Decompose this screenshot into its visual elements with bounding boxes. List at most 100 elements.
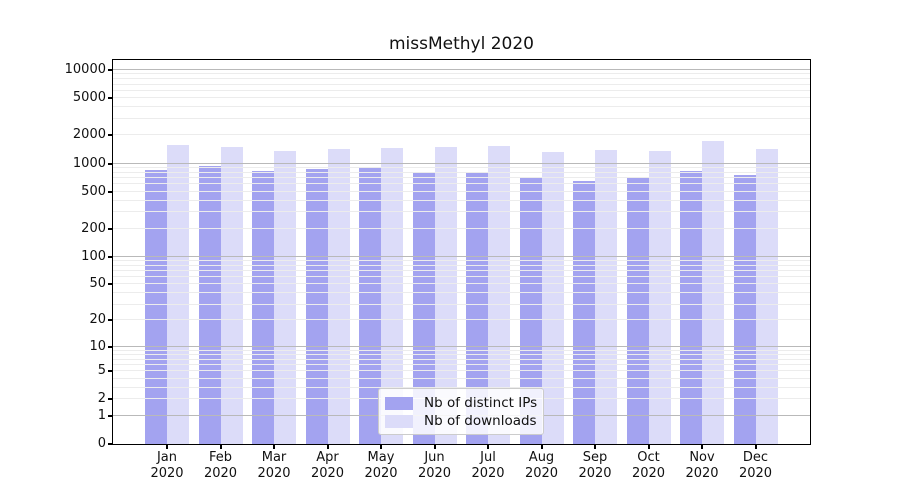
bar-downloads-jul [488, 145, 510, 444]
y-axis-tick [108, 162, 112, 165]
x-axis-tick-label: May 2020 [349, 450, 413, 482]
x-axis-tick-label-month: Aug [528, 450, 555, 465]
y-axis-tick-label: 100 [81, 248, 106, 264]
x-axis-tick-label-month: May [367, 450, 395, 465]
x-axis-tick-label-year: 2020 [685, 466, 719, 481]
gridline-minor [113, 134, 810, 136]
bar-downloads-jan [167, 145, 189, 444]
y-axis-tick-label: 200 [81, 220, 106, 236]
x-axis-tick-label-month: Sep [582, 450, 608, 465]
bar-distinct-ips-may [359, 168, 381, 444]
x-axis-tick-label-month: Dec [742, 450, 769, 465]
y-axis-tick [108, 97, 112, 100]
gridline-minor [113, 303, 810, 305]
x-axis-tick-label-year: 2020 [578, 466, 612, 481]
x-axis-tick-label-month: Jan [156, 450, 178, 465]
x-axis-tick-label-year: 2020 [524, 466, 559, 481]
y-axis-tick [108, 190, 112, 193]
y-axis-tick [108, 255, 112, 258]
y-axis-tick-label: 20 [89, 312, 106, 328]
x-axis-tick-label: Dec 2020 [724, 450, 788, 482]
x-axis-tick-label: Mar 2020 [242, 450, 306, 482]
y-axis-tick-label: 1 [97, 407, 106, 423]
x-axis-tick-label-month: Jul [480, 450, 496, 465]
y-axis-tick [108, 398, 112, 401]
gridline-minor [113, 358, 810, 360]
y-axis-tick-label: 50 [89, 276, 106, 292]
bar-downloads-apr [327, 148, 350, 444]
x-axis-tick-label-year: 2020 [631, 466, 666, 481]
x-axis-tick-label: Jan 2020 [135, 450, 199, 482]
gridline-minor [113, 211, 810, 213]
y-axis-tick-label: 2000 [72, 127, 106, 143]
bar-downloads-feb [220, 146, 243, 444]
bar-distinct-ips-feb [198, 165, 221, 444]
gridline-minor [113, 292, 810, 294]
gridline-major [113, 345, 810, 347]
x-axis-tick-label: Oct 2020 [617, 450, 681, 482]
gridline-minor [113, 386, 810, 388]
gridline-minor [113, 73, 810, 75]
gridline-minor [113, 183, 810, 185]
y-axis-tick-label: 5 [97, 363, 106, 379]
gridline-minor [113, 276, 810, 278]
bar-distinct-ips-apr [305, 169, 328, 444]
x-axis-tick [219, 445, 222, 449]
bar-downloads-may [381, 147, 403, 444]
gridline-minor [113, 353, 810, 355]
bar-distinct-ips-jun [412, 171, 435, 444]
x-axis-tick [433, 445, 436, 449]
y-axis-tick-label: 2 [97, 391, 106, 407]
gridline-minor [113, 349, 810, 351]
grid-layer [113, 60, 810, 444]
y-axis-tick [108, 319, 112, 322]
bar-distinct-ips-jul [466, 173, 488, 444]
legend-label-distinct-ips: Nb of distinct IPs [424, 395, 538, 411]
x-axis-tick-label-month: Mar [261, 450, 287, 465]
x-axis-tick [647, 445, 650, 449]
x-axis-tick-label-year: 2020 [150, 466, 184, 481]
gridline-minor [113, 264, 810, 266]
x-axis-tick-label: Jul 2020 [456, 450, 520, 482]
x-axis-tick-label-month: Feb [208, 450, 233, 465]
gridline-minor [113, 259, 810, 261]
x-axis-tick [487, 445, 489, 449]
x-axis-tick-label-month: Oct [637, 450, 660, 465]
gridline-minor [113, 171, 810, 173]
y-axis-tick [108, 69, 112, 71]
legend-label-downloads: Nb of downloads [424, 413, 537, 429]
y-axis-tick [108, 443, 112, 445]
bar-distinct-ips-jan [145, 169, 167, 444]
gridline-minor [113, 166, 810, 168]
gridline-minor [113, 89, 810, 91]
bar-distinct-ips-aug [519, 177, 542, 444]
x-axis-tick [380, 445, 382, 449]
legend-item-distinct-ips: Nb of distinct IPs [379, 394, 543, 412]
gridline-minor [113, 370, 810, 372]
x-axis-tick-label-month: Nov [689, 450, 715, 465]
y-axis-tick-label: 10000 [64, 62, 106, 77]
x-axis-tick [594, 445, 596, 449]
x-axis-tick-label: Aug 2020 [510, 450, 574, 482]
gridline-minor [113, 117, 810, 119]
bar-distinct-ips-oct [626, 176, 649, 444]
gridline-minor [113, 106, 810, 108]
y-axis-tick-label: 0 [97, 436, 106, 451]
gridline-minor [113, 227, 810, 229]
x-axis-tick-label-month: Jun [424, 450, 445, 465]
gridline-major [113, 69, 810, 70]
y-axis-tick [108, 134, 112, 137]
gridline-minor [113, 97, 810, 99]
y-axis-tick-label: 5000 [72, 90, 106, 106]
gridline-minor [113, 377, 810, 379]
bar-distinct-ips-nov [680, 170, 702, 444]
x-axis-tick-label-year: 2020 [471, 466, 505, 481]
bar-distinct-ips-dec [733, 175, 756, 444]
x-axis-tick [166, 445, 168, 449]
gridline-major [113, 255, 810, 257]
y-axis-tick [108, 370, 112, 373]
gridline-major [113, 162, 810, 164]
x-axis-tick-label: Jun 2020 [403, 450, 467, 482]
x-axis-tick [701, 445, 703, 449]
